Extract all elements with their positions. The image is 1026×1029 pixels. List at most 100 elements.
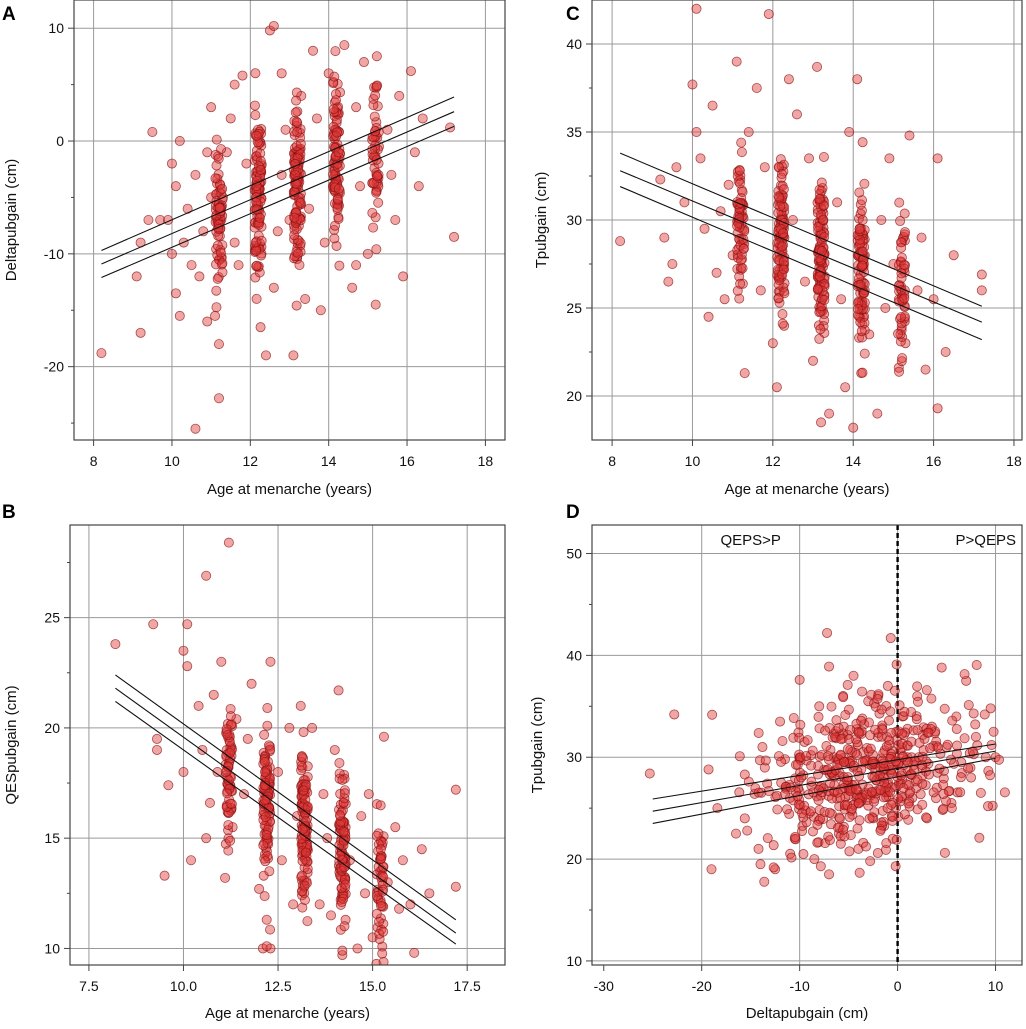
data-point	[762, 833, 773, 844]
data-point	[899, 809, 910, 820]
data-point	[734, 293, 745, 304]
data-point	[319, 237, 330, 248]
data-point	[895, 216, 906, 227]
data-point	[659, 232, 670, 243]
y-tick-label: 20	[566, 851, 582, 867]
data-point	[844, 127, 855, 138]
data-point	[880, 302, 891, 313]
data-point	[755, 859, 766, 870]
data-point	[375, 844, 386, 855]
axis-ticks: 8 10 12 14 16 18 -20 -10 0 10	[44, 20, 494, 469]
data-point	[358, 57, 369, 68]
data-point	[256, 235, 267, 246]
data-point	[368, 222, 379, 233]
data-point	[302, 801, 313, 812]
annotation-p-gt-qeps: P>QEPS	[956, 532, 1016, 549]
data-point	[737, 186, 748, 197]
data-point	[808, 355, 819, 366]
data-point	[794, 674, 805, 685]
data-point	[260, 795, 271, 806]
data-point	[877, 724, 888, 735]
data-point	[225, 798, 236, 809]
data-point	[872, 848, 883, 859]
data-point	[894, 197, 905, 208]
data-point	[251, 261, 262, 272]
panel-letter: B	[2, 502, 16, 523]
data-point	[861, 789, 872, 800]
data-point	[220, 767, 231, 778]
data-point	[330, 46, 341, 57]
data-point	[222, 765, 233, 776]
data-point	[877, 805, 888, 816]
data-point	[409, 947, 420, 958]
data-point	[845, 830, 856, 841]
data-point	[260, 350, 271, 361]
data-point	[870, 724, 881, 735]
data-point	[253, 128, 264, 139]
data-point	[854, 187, 865, 198]
y-tick-label: 10	[48, 20, 64, 36]
data-point	[376, 900, 387, 911]
data-point	[229, 79, 240, 90]
data-point	[739, 813, 750, 824]
data-point	[329, 107, 340, 118]
data-point	[786, 852, 797, 863]
data-point	[261, 830, 272, 841]
data-point	[190, 423, 201, 434]
data-point	[261, 914, 272, 925]
data-point	[254, 212, 265, 223]
data-point	[867, 756, 878, 767]
data-point	[182, 661, 193, 672]
data-point	[807, 745, 818, 756]
data-point	[289, 126, 300, 137]
data-point	[330, 95, 341, 106]
data-point	[852, 74, 863, 85]
data-point	[903, 814, 914, 825]
x-tick-label: 14	[845, 453, 861, 469]
data-point	[377, 948, 388, 959]
x-tick-label: 10	[164, 453, 180, 469]
data-point	[886, 727, 897, 738]
y-axis-label: Tpubgain (cm)	[533, 172, 550, 269]
data-point	[890, 756, 901, 767]
axis-ticks: 7.5 10.0 12.5 15.0 17.5 10 15 20 25	[44, 561, 481, 994]
scatter-points	[96, 20, 460, 434]
data-point	[916, 232, 927, 243]
data-point	[216, 656, 227, 667]
data-point	[845, 724, 856, 735]
data-point	[777, 318, 788, 329]
data-point	[369, 111, 380, 122]
data-point	[891, 834, 902, 845]
data-point	[339, 40, 350, 51]
data-point	[875, 825, 886, 836]
data-point	[260, 812, 271, 823]
data-point	[377, 941, 388, 952]
data-point	[970, 719, 981, 730]
data-point	[942, 739, 953, 750]
data-point	[826, 701, 837, 712]
data-point	[372, 80, 383, 91]
data-point	[940, 346, 951, 357]
data-point	[854, 867, 865, 878]
data-point	[891, 659, 902, 670]
y-tick-label: 15	[44, 830, 60, 846]
scatter-points	[110, 537, 461, 965]
data-point	[212, 767, 223, 778]
data-point	[816, 177, 827, 188]
data-point	[166, 158, 177, 169]
ci-upper-line	[115, 674, 457, 921]
data-point	[398, 271, 409, 282]
data-point	[820, 725, 831, 736]
data-point	[296, 886, 307, 897]
data-point	[914, 737, 925, 748]
x-tick-label: 12	[243, 453, 259, 469]
data-point	[355, 181, 366, 192]
panel-letter: C	[566, 4, 580, 25]
data-point	[768, 840, 779, 851]
data-point	[339, 882, 350, 893]
x-tick-label: 8	[90, 453, 98, 469]
data-point	[854, 815, 865, 826]
data-point	[896, 252, 907, 263]
y-axis-label: Deltapubgain (cm)	[3, 159, 20, 282]
panel-a: 8 10 12 14 16 18 -20 -10 0 10 Age at menarche (yea…	[2, 0, 506, 498]
